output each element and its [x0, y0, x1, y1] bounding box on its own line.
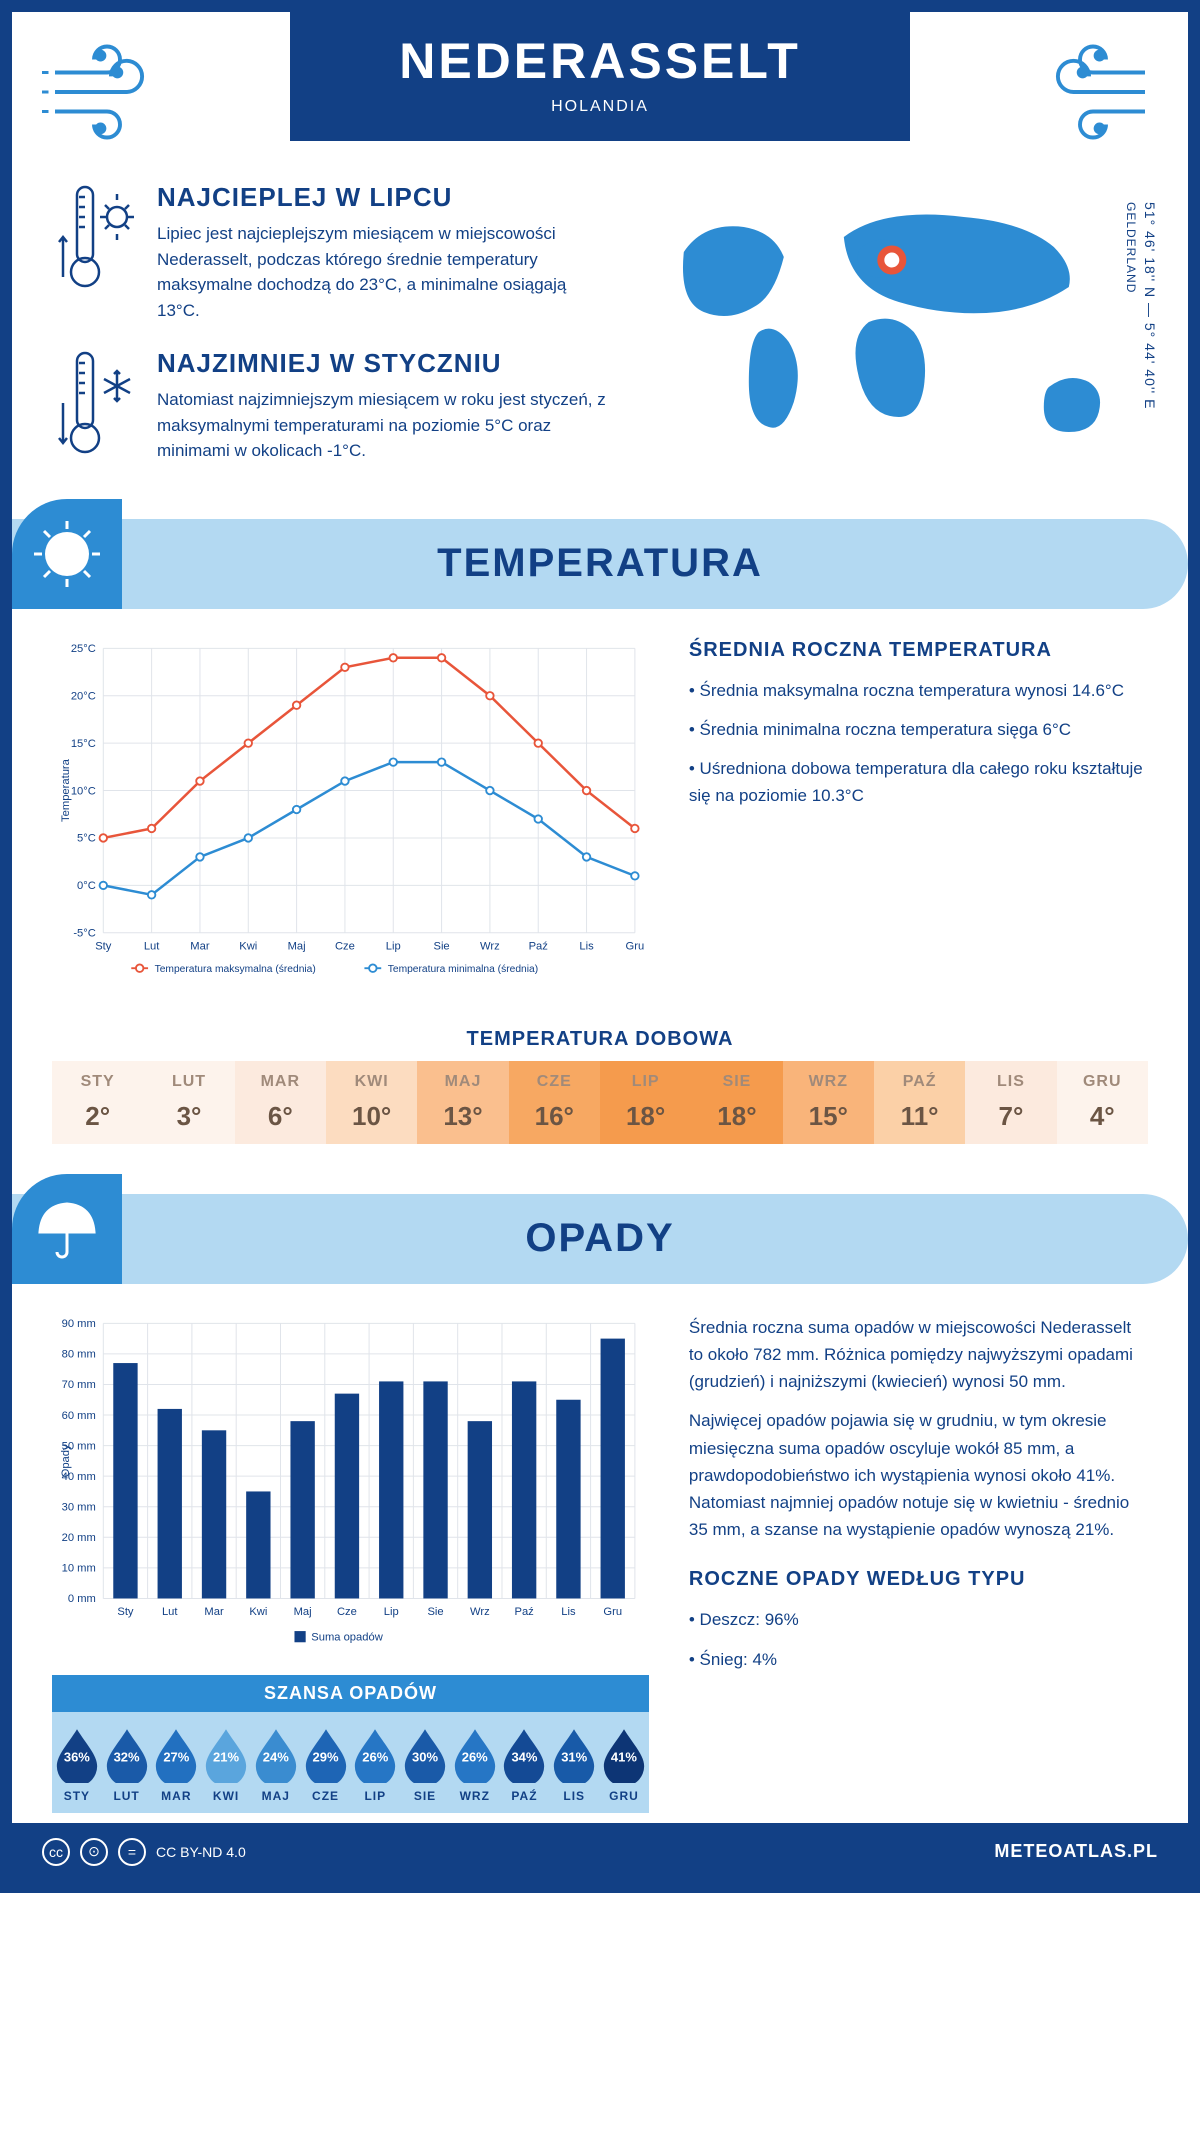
svg-text:Lut: Lut	[144, 940, 160, 952]
temp-side-b1: • Średnia maksymalna roczna temperatura …	[689, 677, 1148, 704]
svg-text:Sie: Sie	[433, 940, 449, 952]
page-header: NEDERASSELT HOLANDIA	[290, 12, 910, 141]
location-name: NEDERASSELT	[290, 32, 910, 90]
cc-icon: cc	[42, 1838, 70, 1866]
svg-text:20 mm: 20 mm	[62, 1532, 96, 1544]
svg-text:20°C: 20°C	[71, 690, 96, 702]
svg-text:Wrz: Wrz	[480, 940, 500, 952]
nd-icon: =	[118, 1838, 146, 1866]
daily-title: TEMPERATURA DOBOWA	[52, 1028, 1148, 1051]
svg-text:Mar: Mar	[190, 940, 210, 952]
temperature-line-chart: -5°C 0°C 5°C 10°C 15°C 20°C 25°C Sty Lut Mar Kwi Ma…	[52, 639, 649, 998]
svg-text:Lut: Lut	[162, 1606, 178, 1618]
fact-cold-text: Natomiast najzimniejszym miesiącem w rok…	[157, 387, 610, 464]
svg-text:Paź: Paź	[514, 1606, 534, 1618]
svg-text:Temperatura maksymalna (średni: Temperatura maksymalna (średnia)	[155, 963, 316, 974]
svg-text:Sty: Sty	[117, 1606, 134, 1618]
wind-icon	[42, 32, 172, 152]
section-precip: OPADY	[12, 1194, 1188, 1284]
svg-text:60 mm: 60 mm	[62, 1410, 96, 1422]
svg-text:Cze: Cze	[335, 940, 355, 952]
svg-text:Wrz: Wrz	[470, 1606, 490, 1618]
precip-rain: • Deszcz: 96%	[689, 1606, 1148, 1633]
svg-text:Paź: Paź	[529, 940, 549, 952]
svg-text:-5°C: -5°C	[73, 927, 96, 939]
svg-text:Lip: Lip	[384, 1606, 399, 1618]
svg-text:Gru: Gru	[603, 1606, 622, 1618]
svg-text:Sty: Sty	[95, 940, 112, 952]
svg-text:0°C: 0°C	[77, 880, 96, 892]
precip-type-title: ROCZNE OPADY WEDŁUG TYPU	[689, 1568, 1148, 1591]
svg-text:15°C: 15°C	[71, 737, 96, 749]
page-footer: cc ⊙ = CC BY-ND 4.0 METEOATLAS.PL	[12, 1823, 1188, 1881]
svg-text:Sie: Sie	[427, 1606, 443, 1618]
svg-text:Kwi: Kwi	[249, 1606, 267, 1618]
daily-temp-table: STY2°LUT3°MAR6°KWI10°MAJ13°CZE16°LIP18°S…	[52, 1061, 1148, 1144]
chance-grid: 36%STY32%LUT27%MAR21%KWI24%MAJ29%CZE26%L…	[52, 1712, 649, 1813]
fact-hot-title: NAJCIEPLEJ W LIPCU	[157, 182, 610, 213]
svg-text:0 mm: 0 mm	[68, 1593, 96, 1605]
precip-snow: • Śnieg: 4%	[689, 1646, 1148, 1673]
svg-text:Cze: Cze	[337, 1606, 357, 1618]
license-text: CC BY-ND 4.0	[156, 1844, 246, 1860]
site-name: METEOATLAS.PL	[994, 1841, 1158, 1862]
precip-p2: Najwięcej opadów pojawia się w grudniu, …	[689, 1407, 1148, 1543]
temp-side-b2: • Średnia minimalna roczna temperatura s…	[689, 716, 1148, 743]
by-icon: ⊙	[80, 1838, 108, 1866]
umbrella-icon	[12, 1174, 122, 1284]
svg-text:90 mm: 90 mm	[62, 1318, 96, 1330]
thermometer-hot-icon	[52, 182, 142, 292]
svg-text:Temperatura: Temperatura	[60, 758, 72, 822]
svg-text:10°C: 10°C	[71, 785, 96, 797]
svg-text:Lis: Lis	[561, 1606, 576, 1618]
sun-icon	[12, 499, 122, 609]
chance-title: SZANSA OPADÓW	[52, 1675, 649, 1712]
section-temperature: TEMPERATURA	[12, 519, 1188, 609]
svg-text:Mar: Mar	[204, 1606, 224, 1618]
section-title: TEMPERATURA	[437, 541, 763, 586]
svg-text:10 mm: 10 mm	[62, 1562, 96, 1574]
temp-side-b3: • Uśredniona dobowa temperatura dla całe…	[689, 755, 1148, 809]
wind-icon	[1028, 32, 1158, 152]
svg-text:5°C: 5°C	[77, 832, 96, 844]
region-label: GELDERLAND	[1124, 202, 1138, 293]
svg-text:Maj: Maj	[288, 940, 306, 952]
precip-bar-chart: 0 mm10 mm20 mm30 mm40 mm50 mm60 mm70 mm8…	[52, 1314, 649, 1655]
temp-side-title: ŚREDNIA ROCZNA TEMPERATURA	[689, 639, 1148, 662]
section-title: OPADY	[525, 1216, 674, 1261]
location-country: HOLANDIA	[290, 98, 910, 116]
svg-text:Kwi: Kwi	[239, 940, 257, 952]
thermometer-cold-icon	[52, 348, 142, 458]
world-map	[640, 182, 1148, 462]
svg-text:70 mm: 70 mm	[62, 1379, 96, 1391]
precip-p1: Średnia roczna suma opadów w miejscowośc…	[689, 1314, 1148, 1396]
svg-text:25°C: 25°C	[71, 643, 96, 655]
svg-text:Gru: Gru	[626, 940, 645, 952]
svg-text:Lis: Lis	[579, 940, 594, 952]
svg-text:Lip: Lip	[386, 940, 401, 952]
svg-text:Maj: Maj	[294, 1606, 312, 1618]
svg-text:30 mm: 30 mm	[62, 1501, 96, 1513]
coords-label: 51° 46' 18'' N — 5° 44' 40'' E	[1142, 202, 1158, 409]
svg-text:Opady: Opady	[60, 1444, 72, 1477]
svg-text:80 mm: 80 mm	[62, 1349, 96, 1361]
svg-text:Suma opadów: Suma opadów	[311, 1631, 383, 1643]
fact-hot-text: Lipiec jest najcieplejszym miesiącem w m…	[157, 221, 610, 323]
fact-cold-title: NAJZIMNIEJ W STYCZNIU	[157, 348, 610, 379]
svg-text:Temperatura minimalna (średnia: Temperatura minimalna (średnia)	[388, 963, 538, 974]
